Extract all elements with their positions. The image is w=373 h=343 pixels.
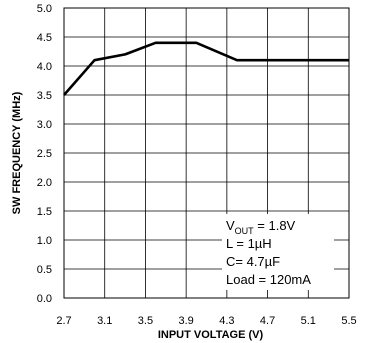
y-tick-label: 2.0 — [37, 177, 52, 189]
series-line — [63, 41, 349, 96]
vout-value: = 1.8V — [254, 218, 296, 233]
plot-frame — [63, 7, 350, 299]
x-tick-label: 2.7 — [56, 315, 71, 327]
x-tick-labels: 2.7 3.1 3.5 3.9 4.3 4.7 5.1 5.5 — [56, 315, 356, 327]
vout-symbol: V — [226, 218, 235, 233]
x-tick-label: 5.5 — [341, 315, 356, 327]
y-tick-label: 1.0 — [37, 235, 52, 247]
series-layer — [63, 41, 349, 96]
y-tick-label: 5.0 — [37, 3, 52, 15]
x-tick-label: 5.1 — [301, 315, 316, 327]
x-axis-title: INPUT VOLTAGE (V) — [158, 329, 264, 341]
y-tick-label: 3.0 — [37, 119, 52, 131]
vout-subscript: OUT — [235, 226, 255, 236]
annotation-load: Load = 120mA — [226, 272, 311, 287]
y-tick-label: 4.0 — [37, 61, 52, 73]
y-tick-label: 1.5 — [37, 206, 52, 218]
y-tick-label: 4.5 — [37, 32, 52, 44]
y-tick-label: 3.5 — [37, 90, 52, 102]
annotation-inductance: L = 1µH — [226, 236, 272, 251]
annotation-vout: VOUT = 1.8V — [226, 218, 296, 236]
y-tick-label: 0.0 — [37, 293, 52, 305]
y-tick-labels: 0.0 0.5 1.0 1.5 2.0 2.5 3.0 3.5 4.0 4.5 5.0 — [37, 3, 52, 305]
x-tick-label: 3.9 — [178, 315, 193, 327]
y-tick-label: 2.5 — [37, 148, 52, 160]
x-tick-label: 3.5 — [138, 315, 153, 327]
annotation-background — [222, 214, 334, 290]
x-tick-label: 4.7 — [260, 315, 275, 327]
annotation-box: VOUT = 1.8V L = 1µH C= 4.7µF Load = 120m… — [222, 214, 334, 290]
annotation-capacitance: C= 4.7µF — [226, 254, 280, 269]
y-tick-label: 0.5 — [37, 264, 52, 276]
x-tick-label: 3.1 — [97, 315, 112, 327]
y-axis-title: SW FREQUENCY (MHz) — [11, 91, 23, 214]
x-tick-label: 4.3 — [219, 315, 234, 327]
